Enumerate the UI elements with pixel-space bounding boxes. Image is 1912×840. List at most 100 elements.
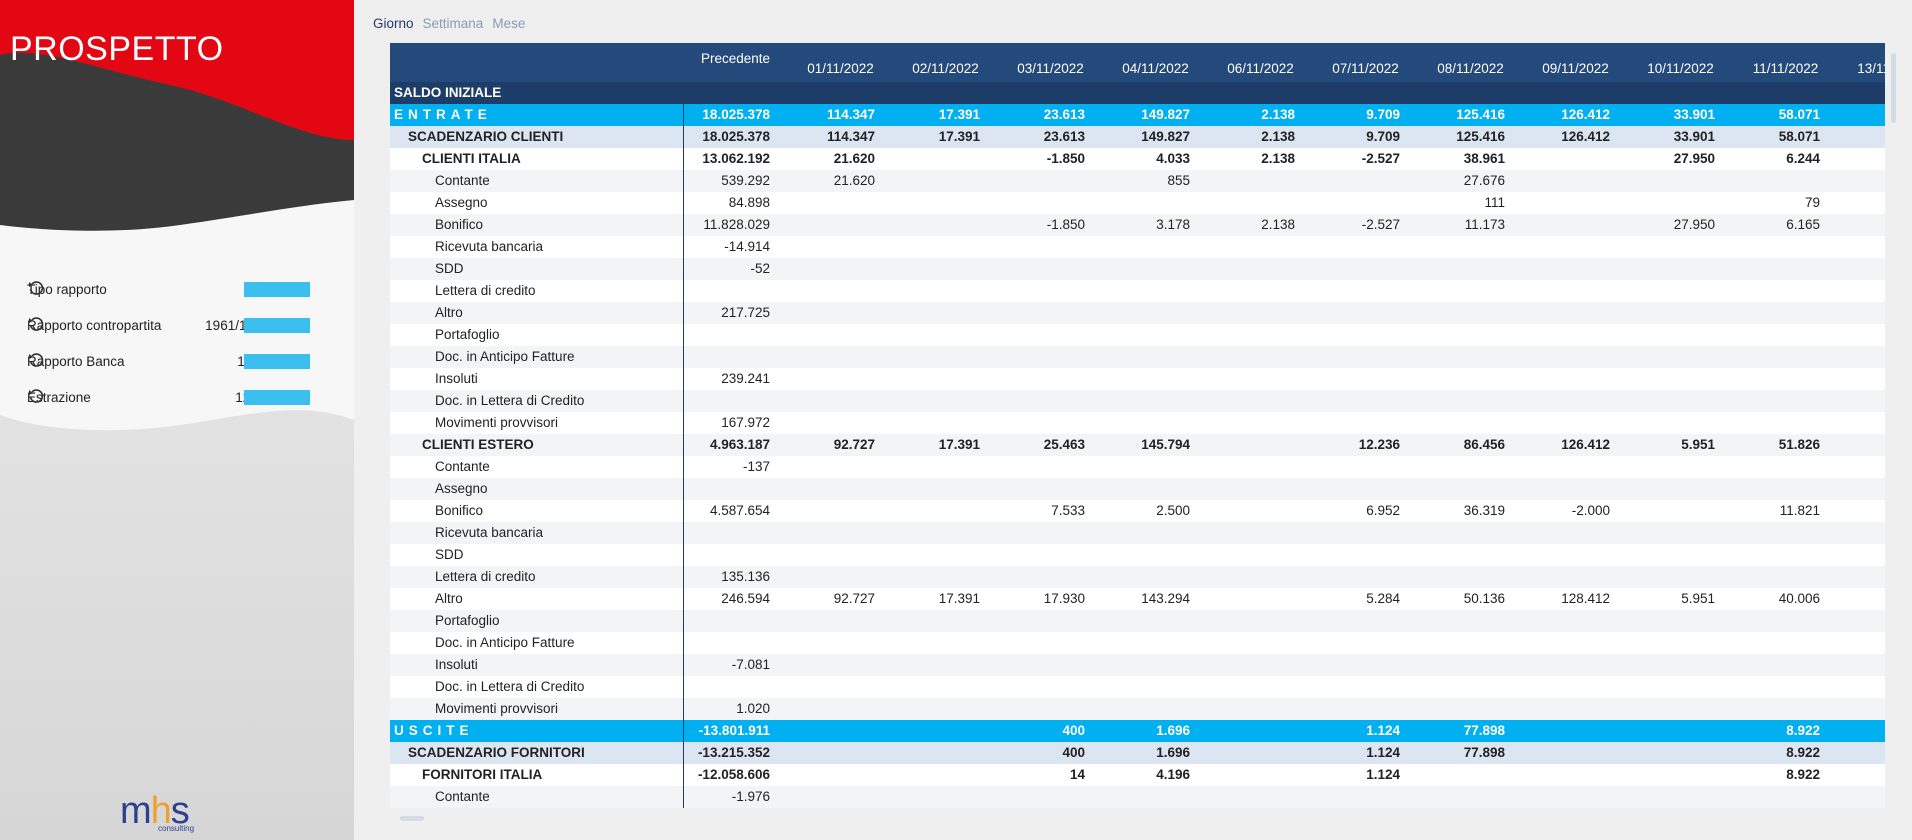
cell: 2.138 bbox=[1261, 217, 1295, 232]
cell: 27.950 bbox=[1673, 151, 1715, 166]
table-row: Assegno 84.898 111 79 bbox=[390, 192, 1885, 214]
cell: 1.124 bbox=[1366, 723, 1400, 738]
cell: 17.391 bbox=[938, 591, 980, 606]
cell: 17.391 bbox=[938, 129, 980, 144]
cell: 79 bbox=[1804, 195, 1820, 210]
cell: -1.850 bbox=[1046, 151, 1085, 166]
row-label: SCADENZARIO CLIENTI bbox=[408, 129, 564, 144]
table-row: Lettera di credito 135.136 bbox=[390, 566, 1885, 588]
row-label: Assegno bbox=[435, 481, 488, 496]
cell: 1.696 bbox=[1156, 723, 1190, 738]
cell: 58.071 bbox=[1778, 107, 1820, 122]
table-row: Altro 217.725 bbox=[390, 302, 1885, 324]
sidebar: PROSPETTO Tipo rapporto4/4 Rapporto contr… bbox=[0, 0, 354, 840]
filter-bar bbox=[244, 282, 310, 297]
row-label: Doc. in Anticipo Fatture bbox=[435, 635, 575, 650]
cell: -14.914 bbox=[724, 239, 770, 254]
cell: 4.587.654 bbox=[709, 503, 770, 518]
table-row: Bonifico 4.587.654 7.533 2.500 6.952 36.319 -2… bbox=[390, 500, 1885, 522]
row-label: FORNITORI ITALIA bbox=[422, 767, 543, 782]
cell: 4.033 bbox=[1156, 151, 1190, 166]
row-label: Ricevuta bancaria bbox=[435, 525, 544, 540]
filter[interactable]: Tipo rapporto4/4 bbox=[27, 279, 337, 301]
table-row: Contante -137 bbox=[390, 456, 1885, 478]
row-label: Insoluti bbox=[435, 371, 478, 386]
cell: 21.620 bbox=[833, 173, 875, 188]
cell: 149.827 bbox=[1141, 107, 1190, 122]
vertical-scrollbar[interactable] bbox=[1889, 43, 1898, 808]
cell: 18.025.378 bbox=[702, 107, 770, 122]
logo: mhs consulting bbox=[120, 790, 194, 833]
row-label: Altro bbox=[435, 591, 463, 606]
cell: -12.058.606 bbox=[697, 767, 770, 782]
row-label: Bonifico bbox=[435, 503, 484, 518]
cell: 27.950 bbox=[1673, 217, 1715, 232]
row-label: SALDO INIZIALE bbox=[394, 85, 502, 100]
cell: 5.951 bbox=[1681, 591, 1715, 606]
row-label: Portafoglio bbox=[435, 613, 500, 628]
title: PROSPETTO bbox=[10, 30, 224, 68]
cell: 1.124 bbox=[1366, 767, 1400, 782]
cell: 21.620 bbox=[833, 151, 875, 166]
table-row: Insoluti 239.241 bbox=[390, 368, 1885, 390]
cell: 7.533 bbox=[1051, 503, 1085, 518]
reset-icon[interactable] bbox=[27, 279, 45, 297]
cell: 5.951 bbox=[1681, 437, 1715, 452]
horizontal-scrollbar[interactable] bbox=[390, 814, 1885, 823]
column-header: 06/11/2022 bbox=[1227, 61, 1294, 76]
filter[interactable]: Estrazione12/12 bbox=[27, 387, 337, 409]
row-label: CLIENTI ESTERO bbox=[422, 437, 534, 452]
tabs: Giorno Settimana Mese bbox=[373, 16, 534, 31]
cell: 126.412 bbox=[1561, 437, 1610, 452]
table-row: SDD bbox=[390, 544, 1885, 566]
tab[interactable]: Mese bbox=[492, 16, 526, 31]
cell: 167.972 bbox=[721, 415, 770, 430]
filter[interactable]: Rapporto contropartita 1961/1961 bbox=[27, 315, 337, 337]
cell: -52 bbox=[750, 261, 770, 276]
cell: 38.961 bbox=[1463, 151, 1505, 166]
cell: 51.826 bbox=[1778, 437, 1820, 452]
reset-icon[interactable] bbox=[27, 351, 45, 369]
cell: 27.676 bbox=[1463, 173, 1505, 188]
table-row: SCADENZARIO CLIENTI 18.025.378 114.347 17.3… bbox=[390, 126, 1885, 148]
cell: 11.828.029 bbox=[703, 217, 770, 232]
tab[interactable]: Settimana bbox=[422, 16, 484, 31]
cell: 3.178 bbox=[1156, 217, 1190, 232]
cell: 84.898 bbox=[728, 195, 770, 210]
filter[interactable]: Rapporto Banca11/11 bbox=[27, 351, 337, 373]
row-label: Movimenti provvisori bbox=[435, 701, 559, 716]
scroll-thumb[interactable] bbox=[400, 816, 424, 821]
row-label: Insoluti bbox=[435, 657, 478, 672]
row-label: SCADENZARIO FORNITORI bbox=[408, 745, 585, 760]
column-header: 09/11/2022 bbox=[1542, 61, 1609, 76]
row-label: Ricevuta bancaria bbox=[435, 239, 544, 254]
logo-letter: h bbox=[150, 790, 172, 832]
table-row: Portafoglio bbox=[390, 610, 1885, 632]
sidebar-background bbox=[0, 0, 354, 840]
column-header: 11/11/2022 bbox=[1752, 61, 1819, 76]
cell: 246.594 bbox=[721, 591, 770, 606]
cell: -2.527 bbox=[1361, 217, 1400, 232]
filter-label: Tipo rapporto bbox=[27, 282, 107, 297]
cell: 539.292 bbox=[721, 173, 770, 188]
reset-icon[interactable] bbox=[27, 387, 45, 405]
table-row: Movimenti provvisori 1.020 bbox=[390, 698, 1885, 720]
table-row: Ricevuta bancaria bbox=[390, 522, 1885, 544]
table-row: Ricevuta bancaria -14.914 bbox=[390, 236, 1885, 258]
row-label: Portafoglio bbox=[435, 327, 500, 342]
table-row: Doc. in Lettera di Credito bbox=[390, 390, 1885, 412]
row-label: Assegno bbox=[435, 195, 488, 210]
row-label: Doc. in Lettera di Credito bbox=[435, 393, 585, 408]
tab[interactable]: Giorno bbox=[373, 16, 414, 31]
table-row: Doc. in Lettera di Credito bbox=[390, 676, 1885, 698]
column-header: 07/11/2022 bbox=[1332, 61, 1399, 76]
scroll-thumb[interactable] bbox=[1891, 53, 1896, 123]
reset-icon[interactable] bbox=[27, 315, 45, 333]
cell: 9.709 bbox=[1366, 107, 1400, 122]
cell: 33.901 bbox=[1673, 107, 1715, 122]
cell: 77.898 bbox=[1463, 723, 1505, 738]
cell: 400 bbox=[1062, 723, 1085, 738]
cell: 9.709 bbox=[1366, 129, 1400, 144]
cell: 8.922 bbox=[1786, 745, 1820, 760]
cell: 1.124 bbox=[1366, 745, 1400, 760]
